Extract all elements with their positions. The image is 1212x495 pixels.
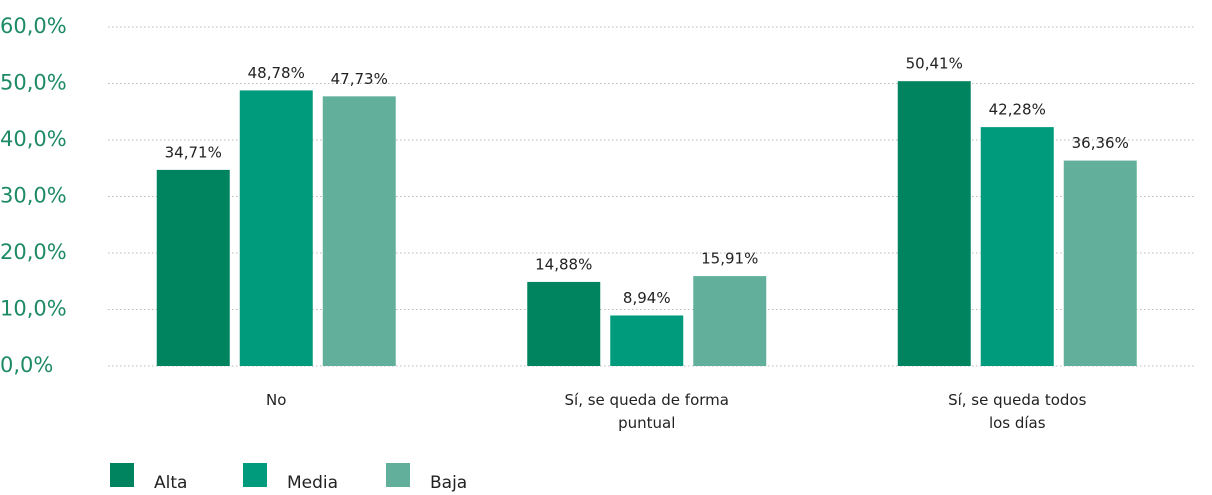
- value-label: 48,78%: [248, 64, 305, 82]
- bar: [527, 281, 601, 366]
- value-label: 15,91%: [701, 250, 758, 268]
- y-tick-label: 40,0%: [0, 127, 67, 151]
- bar: [239, 90, 313, 366]
- value-label: 36,36%: [1072, 134, 1129, 152]
- legend-swatch: [110, 463, 134, 487]
- y-tick-label: 50,0%: [0, 71, 67, 95]
- bar: [897, 81, 971, 366]
- bar: [610, 315, 684, 366]
- y-tick-label: 60,0%: [0, 14, 67, 38]
- y-tick-label: 20,0%: [0, 240, 67, 264]
- value-label: 8,94%: [623, 289, 671, 307]
- legend-swatch: [243, 463, 267, 487]
- value-label: 14,88%: [535, 255, 592, 273]
- value-label: 50,41%: [906, 55, 963, 73]
- y-tick-label: 0,0%: [0, 353, 53, 377]
- bar: [322, 96, 396, 366]
- value-label: 42,28%: [989, 101, 1046, 119]
- x-tick-label: Sí, se queda de forma puntual: [564, 391, 729, 432]
- x-tick-label: Sí, se queda todos los días: [948, 391, 1087, 432]
- bar: [1063, 160, 1137, 366]
- y-tick-label: 30,0%: [0, 184, 67, 208]
- legend-swatch: [386, 463, 410, 487]
- bar: [693, 276, 767, 366]
- value-label: 34,71%: [165, 143, 222, 161]
- value-label: 47,73%: [331, 70, 388, 88]
- x-tick-label: No: [266, 391, 287, 409]
- bar: [156, 169, 230, 366]
- y-tick-label: 10,0%: [0, 297, 67, 321]
- legend-label: Media: [287, 473, 338, 493]
- bar: [980, 127, 1054, 366]
- legend-label: Alta: [154, 473, 187, 493]
- legend-label: Baja: [430, 473, 467, 493]
